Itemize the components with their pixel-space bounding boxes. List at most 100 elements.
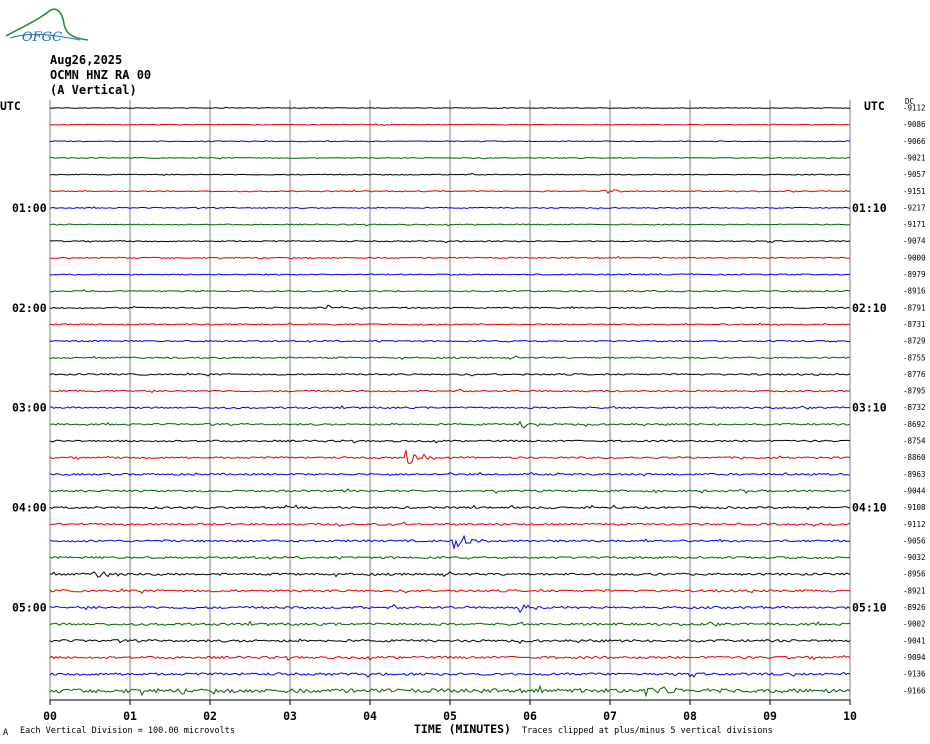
- x-tick-label: 08: [683, 709, 697, 723]
- ofgc-logo: OFGC: [5, 8, 89, 45]
- dc-offset-label: -9108: [903, 503, 926, 512]
- dc-offset-label: -8979: [903, 270, 926, 279]
- left-time-label: 04:00: [12, 501, 47, 515]
- trace-line: [49, 684, 851, 698]
- dc-offset-label: -8776: [903, 370, 926, 379]
- left-time-label: 01:00: [12, 201, 47, 215]
- dc-offset-label: -9057: [903, 170, 926, 179]
- dc-offset-label: -9166: [903, 686, 926, 695]
- dc-offset-label: -8916: [903, 287, 926, 296]
- left-time-label: 02:00: [12, 301, 47, 315]
- grid: [49, 100, 851, 705]
- x-tick-label: 06: [523, 709, 537, 723]
- dc-offset-label: -9056: [903, 536, 926, 545]
- logo-text: OFGC: [22, 30, 62, 45]
- trace-line: [49, 488, 851, 494]
- dc-offset-label: -9066: [903, 137, 926, 146]
- x-tick-label: 10: [843, 709, 857, 723]
- dc-offset-label: -8921: [903, 586, 926, 595]
- dc-offset-label: -8791: [903, 303, 926, 312]
- dc-offset-label: -9086: [903, 120, 926, 129]
- header: Aug26,2025 OCMN HNZ RA 00 (A Vertical): [50, 53, 151, 98]
- dc-offset-label: -9171: [903, 220, 926, 229]
- trace-line: [49, 322, 851, 327]
- left-time-labels: 01:00 02:00 03:00 04:00 05:00: [12, 201, 47, 615]
- x-tick-label: 01: [123, 709, 137, 723]
- dc-offset-label: -8732: [903, 403, 926, 412]
- dc-offset-label: -8755: [903, 353, 926, 362]
- trace-line: [49, 272, 851, 276]
- trace-line: [49, 123, 851, 127]
- trace-line: [49, 189, 851, 194]
- dc-offset-label: -9021: [903, 153, 926, 162]
- trace-line: [49, 521, 851, 527]
- trace-line: [49, 339, 850, 343]
- trace-line: [49, 555, 851, 560]
- x-tick-label: 04: [363, 709, 377, 723]
- dc-offset-label: -9041: [903, 636, 926, 645]
- dc-offset-label: -9217: [903, 203, 926, 212]
- trace-line: [49, 654, 851, 661]
- dc-offset-label: -8926: [903, 603, 926, 612]
- x-tick-label: 09: [763, 709, 777, 723]
- dc-offset-label: -9032: [903, 553, 926, 562]
- right-time-label: 02:10: [852, 301, 887, 315]
- left-time-label: 03:00: [12, 401, 47, 415]
- trace-line: [49, 239, 851, 244]
- x-tick-label: 07: [603, 709, 617, 723]
- trace-line: [49, 404, 850, 410]
- trace-line: [49, 588, 851, 594]
- right-time-labels: 01:10 02:10 03:10 04:10 05:10: [852, 201, 887, 615]
- trace-line: [49, 388, 851, 394]
- trace-line: [49, 255, 851, 260]
- x-axis-title: TIME (MINUTES): [414, 722, 511, 736]
- x-tick-labels: 00 01 02 03 04 05 06 07 08 09 10: [43, 709, 857, 723]
- dc-offset-label: -9074: [903, 237, 926, 246]
- dc-offset-label: -8754: [903, 437, 926, 446]
- right-time-label: 03:10: [852, 401, 887, 415]
- dc-offset-label: -9151: [903, 187, 926, 196]
- dc-offset-label: -9112: [903, 520, 926, 529]
- trace-line: [49, 603, 851, 614]
- dc-offset-label: -8692: [903, 420, 926, 429]
- dc-offset-label: -9000: [903, 253, 926, 262]
- dc-offset-label: -8731: [903, 320, 926, 329]
- trace-line: [49, 439, 851, 444]
- trace-line: [49, 355, 851, 360]
- component-label: (A Vertical): [50, 83, 137, 97]
- dc-offset-label: -9112: [903, 104, 926, 113]
- dc-offset-label: -9094: [903, 653, 926, 662]
- trace-line: [49, 534, 851, 551]
- station-code: OCMN HNZ RA 00: [50, 68, 152, 82]
- clip-note: Traces clipped at plus/minus 5 vertical …: [522, 726, 773, 736]
- left-time-label: 05:00: [12, 601, 47, 615]
- x-tick-label: 00: [43, 709, 57, 723]
- dc-offset-label: -9136: [903, 670, 926, 679]
- x-tick-label: 02: [203, 709, 217, 723]
- dc-offset-label: -8956: [903, 570, 926, 579]
- trace-line: [49, 139, 851, 143]
- x-tick-label: 03: [283, 709, 297, 723]
- right-time-label: 04:10: [852, 501, 887, 515]
- trace-line: [49, 420, 851, 429]
- trace-line: [49, 450, 851, 465]
- dc-offset-label: -9002: [903, 620, 926, 629]
- trace-line: [49, 289, 851, 293]
- utc-right-label: UTC: [864, 99, 885, 113]
- trace-line: [49, 570, 851, 578]
- dc-offset-label: -9044: [903, 486, 926, 495]
- utc-left-label: UTC: [0, 99, 21, 113]
- trace-line: [49, 223, 851, 227]
- dc-offset-label: -8795: [903, 387, 926, 396]
- dc-offset-label: -8729: [903, 337, 926, 346]
- trace-line: [49, 620, 851, 627]
- right-time-label: 01:10: [852, 201, 887, 215]
- trace-line: [49, 304, 851, 310]
- dc-offset-label: -8860: [903, 453, 926, 462]
- traces: [49, 106, 851, 698]
- trace-line: [49, 172, 851, 176]
- trace-line: [49, 106, 851, 110]
- trace-line: [49, 156, 850, 160]
- right-time-label: 05:10: [852, 601, 887, 615]
